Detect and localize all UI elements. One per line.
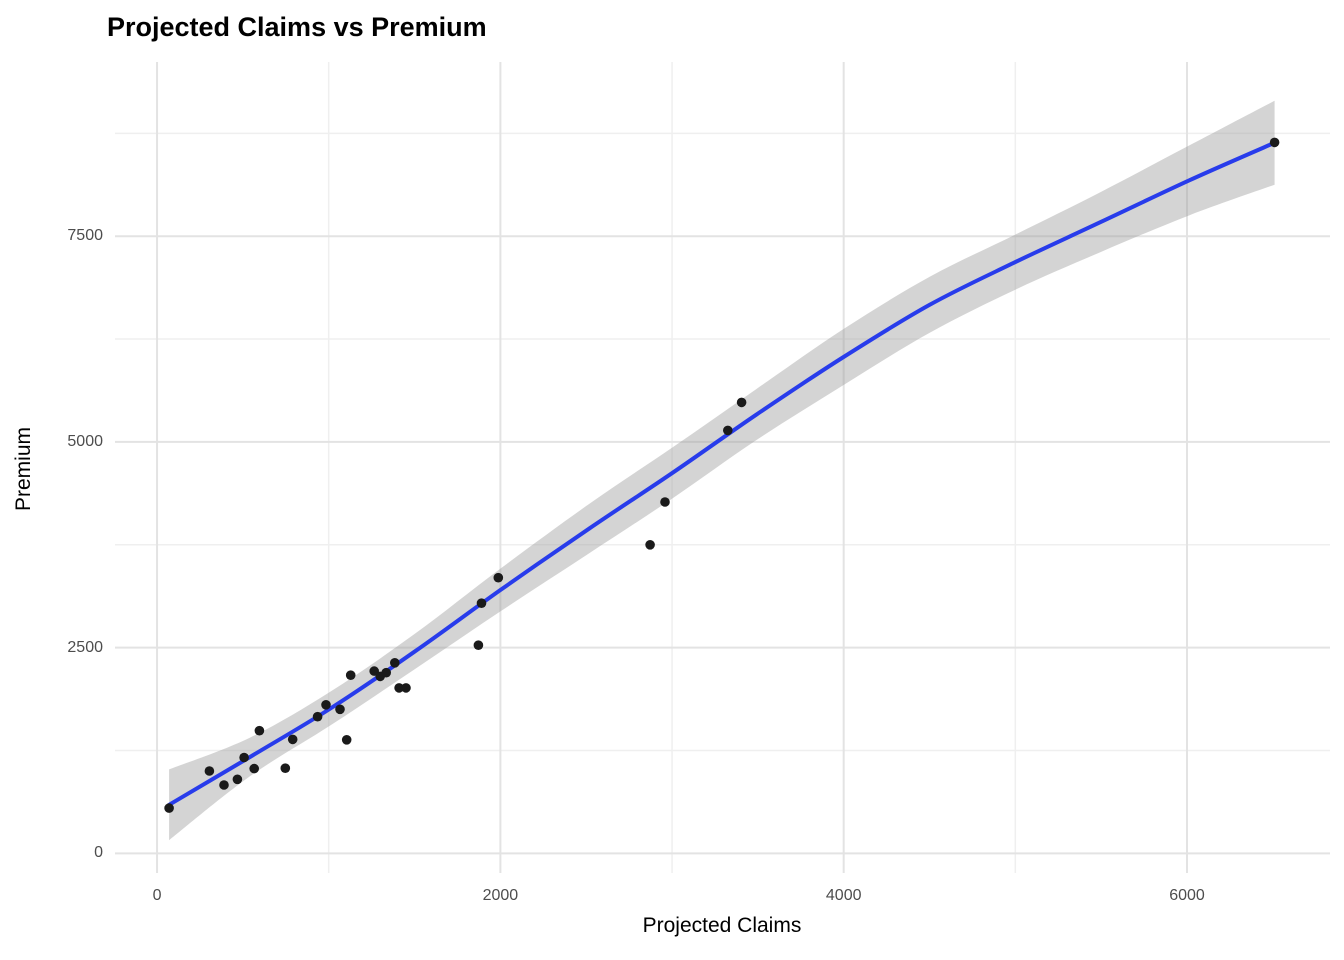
data-point <box>249 763 259 774</box>
data-point <box>204 766 215 776</box>
data-point <box>473 640 484 650</box>
confidence-ribbon <box>169 100 1275 841</box>
data-point <box>287 734 298 745</box>
data-point <box>401 683 411 693</box>
data-point <box>390 658 400 668</box>
data-point <box>312 711 323 722</box>
data-point <box>345 670 356 680</box>
data-point <box>394 683 404 693</box>
data-point <box>335 704 345 715</box>
data-point <box>254 725 265 736</box>
data-point <box>381 667 392 678</box>
y-tick-label: 0 <box>94 844 103 862</box>
data-point <box>723 425 733 436</box>
data-point <box>1269 137 1280 148</box>
data-point <box>321 700 331 710</box>
x-axis-title: Projected Claims <box>642 914 802 937</box>
x-tick-label: 0 <box>152 887 162 904</box>
x-tick-label: 2000 <box>482 887 519 904</box>
y-tick-label: 2500 <box>67 638 103 656</box>
data-point <box>219 780 229 790</box>
data-point <box>660 497 670 507</box>
y-tick-label: 7500 <box>67 227 103 245</box>
data-point <box>736 397 747 408</box>
data-point <box>239 752 249 763</box>
data-point <box>232 774 243 785</box>
data-point <box>493 572 504 583</box>
data-point <box>341 735 352 745</box>
y-axis-title: Premium <box>12 427 35 512</box>
data-point <box>645 540 655 550</box>
x-tick-label: 6000 <box>1169 887 1205 904</box>
chart-title: Projected Claims vs Premium <box>107 12 487 42</box>
data-point <box>476 598 487 608</box>
data-point <box>280 763 291 773</box>
data-point <box>164 803 174 813</box>
y-tick-label: 5000 <box>67 432 103 450</box>
x-tick-label: 4000 <box>825 887 862 904</box>
smooth-line <box>167 140 1277 807</box>
